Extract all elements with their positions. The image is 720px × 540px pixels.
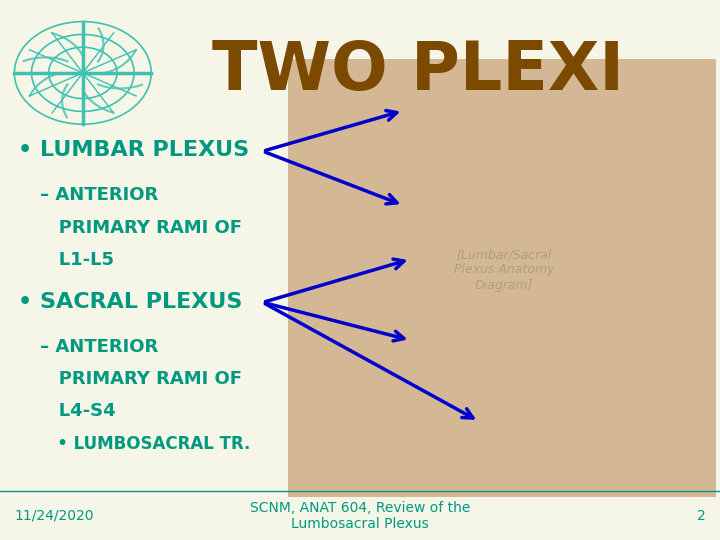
Text: • SACRAL PLEXUS: • SACRAL PLEXUS xyxy=(18,292,243,312)
Text: – ANTERIOR: – ANTERIOR xyxy=(40,338,158,355)
Text: • LUMBOSACRAL TR.: • LUMBOSACRAL TR. xyxy=(40,435,250,453)
Text: L4-S4: L4-S4 xyxy=(40,402,115,420)
Text: L1-L5: L1-L5 xyxy=(40,251,114,269)
FancyBboxPatch shape xyxy=(288,59,716,497)
Text: – ANTERIOR: – ANTERIOR xyxy=(40,186,158,204)
Text: [Lumbar/Sacral
Plexus Anatomy
Diagram]: [Lumbar/Sacral Plexus Anatomy Diagram] xyxy=(454,248,554,292)
Text: SCNM, ANAT 604, Review of the
Lumbosacral Plexus: SCNM, ANAT 604, Review of the Lumbosacra… xyxy=(250,501,470,531)
Text: PRIMARY RAMI OF: PRIMARY RAMI OF xyxy=(40,370,242,388)
Text: TWO PLEXI: TWO PLEXI xyxy=(212,38,624,104)
Text: • LUMBAR PLEXUS: • LUMBAR PLEXUS xyxy=(18,140,249,160)
Text: PRIMARY RAMI OF: PRIMARY RAMI OF xyxy=(40,219,242,237)
Text: 2: 2 xyxy=(697,509,706,523)
Text: 11/24/2020: 11/24/2020 xyxy=(14,509,94,523)
